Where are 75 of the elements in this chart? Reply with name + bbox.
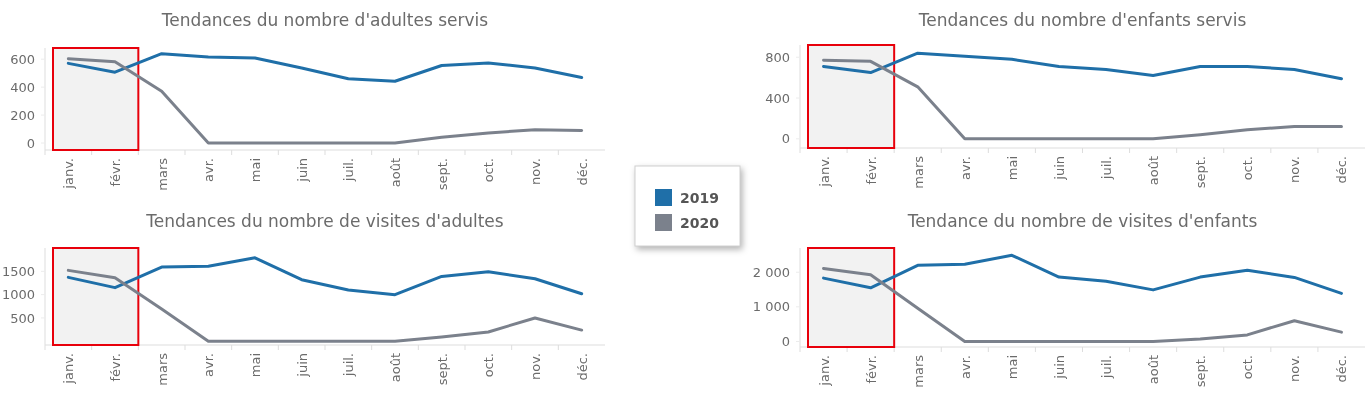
y-tick-label: 400: [765, 90, 790, 106]
line-series: [822, 51, 1343, 81]
x-tick-label: déc.: [574, 353, 590, 381]
x-tick-label: sept.: [1193, 355, 1209, 388]
line-series: [66, 57, 584, 145]
x-tick-label: juil.: [341, 353, 357, 378]
x-tick-label: janv.: [61, 158, 77, 190]
x-tick-label: nov.: [1287, 156, 1303, 184]
x-tick-label: déc.: [574, 158, 590, 186]
line-series: [66, 52, 584, 83]
chart-title: Tendances du nombre d'adultes servis: [160, 10, 489, 30]
x-tick-label: mai: [248, 158, 263, 183]
x-tick-label: juin: [294, 158, 310, 183]
x-tick-label: avr.: [201, 158, 217, 182]
x-tick-label: nov.: [528, 158, 543, 186]
x-tick-label: août: [1146, 156, 1162, 186]
y-tick-label: 1000: [1, 287, 35, 303]
x-tick-label: oct.: [1240, 156, 1256, 181]
x-tick-label: août: [388, 353, 403, 383]
y-tick-label: 0: [781, 131, 790, 147]
x-tick-label: déc.: [1334, 156, 1350, 184]
x-tick-label: avr.: [201, 353, 217, 377]
x-tick-label: juil.: [1099, 355, 1115, 380]
x-tick-label: mars: [910, 155, 926, 189]
x-tick-label: oct.: [481, 158, 497, 183]
x-tick-label: août: [1146, 355, 1162, 385]
x-tick-label: mars: [154, 352, 170, 386]
x-tick-label: nov.: [1287, 355, 1303, 383]
x-tick-label: mars: [910, 354, 926, 388]
x-tick-label: août: [388, 158, 403, 188]
x-tick-label: oct.: [1240, 355, 1256, 380]
y-tick-label: 200: [10, 107, 35, 123]
x-tick-label: oct.: [481, 353, 497, 378]
chart-title: Tendance du nombre de visites d'enfants: [906, 211, 1258, 231]
chart-title: Tendances du nombre d'enfants servis: [917, 10, 1247, 30]
y-tick-label: 1 000: [752, 299, 790, 315]
x-tick-label: sept.: [434, 353, 450, 386]
x-tick-label: févr.: [863, 156, 879, 185]
x-tick-label: juil.: [341, 158, 357, 183]
line-series: [66, 268, 584, 343]
x-tick-label: janv.: [816, 355, 832, 387]
line-series: [822, 58, 1343, 141]
x-tick-label: sept.: [1193, 156, 1209, 189]
x-tick-label: mai: [248, 353, 263, 378]
x-tick-label: avr.: [957, 156, 973, 180]
line-series: [822, 253, 1343, 295]
x-tick-label: avr.: [957, 355, 973, 379]
x-tick-label: mai: [1004, 156, 1020, 181]
y-tick-label: 0: [26, 135, 35, 151]
x-tick-label: févr.: [108, 158, 123, 187]
x-tick-label: mars: [154, 157, 170, 191]
x-tick-label: déc.: [1334, 355, 1350, 383]
line-series: [66, 256, 584, 297]
x-tick-label: mai: [1004, 355, 1020, 380]
x-tick-label: févr.: [863, 355, 879, 384]
x-tick-label: juin: [294, 353, 310, 378]
y-tick-label: 500: [10, 310, 35, 326]
x-tick-label: janv.: [816, 156, 832, 188]
x-tick-label: juil.: [1099, 156, 1115, 181]
y-tick-label: 2 000: [752, 264, 790, 280]
y-tick-label: 1500: [1, 263, 35, 279]
chart-title: Tendances du nombre de visites d'adultes: [145, 211, 504, 231]
x-tick-label: sept.: [434, 158, 450, 191]
x-tick-label: juin: [1051, 355, 1067, 380]
legend-label: 2019: [680, 189, 719, 206]
y-tick-label: 400: [10, 79, 35, 95]
y-tick-label: 0: [781, 334, 790, 350]
y-tick-label: 600: [10, 51, 35, 67]
x-tick-label: juin: [1051, 156, 1067, 181]
line-series: [822, 266, 1343, 343]
y-tick-label: 800: [765, 49, 790, 65]
x-tick-label: févr.: [108, 353, 123, 382]
x-tick-label: nov.: [528, 353, 543, 381]
legend-label: 2020: [680, 214, 720, 231]
x-tick-label: janv.: [61, 353, 77, 385]
